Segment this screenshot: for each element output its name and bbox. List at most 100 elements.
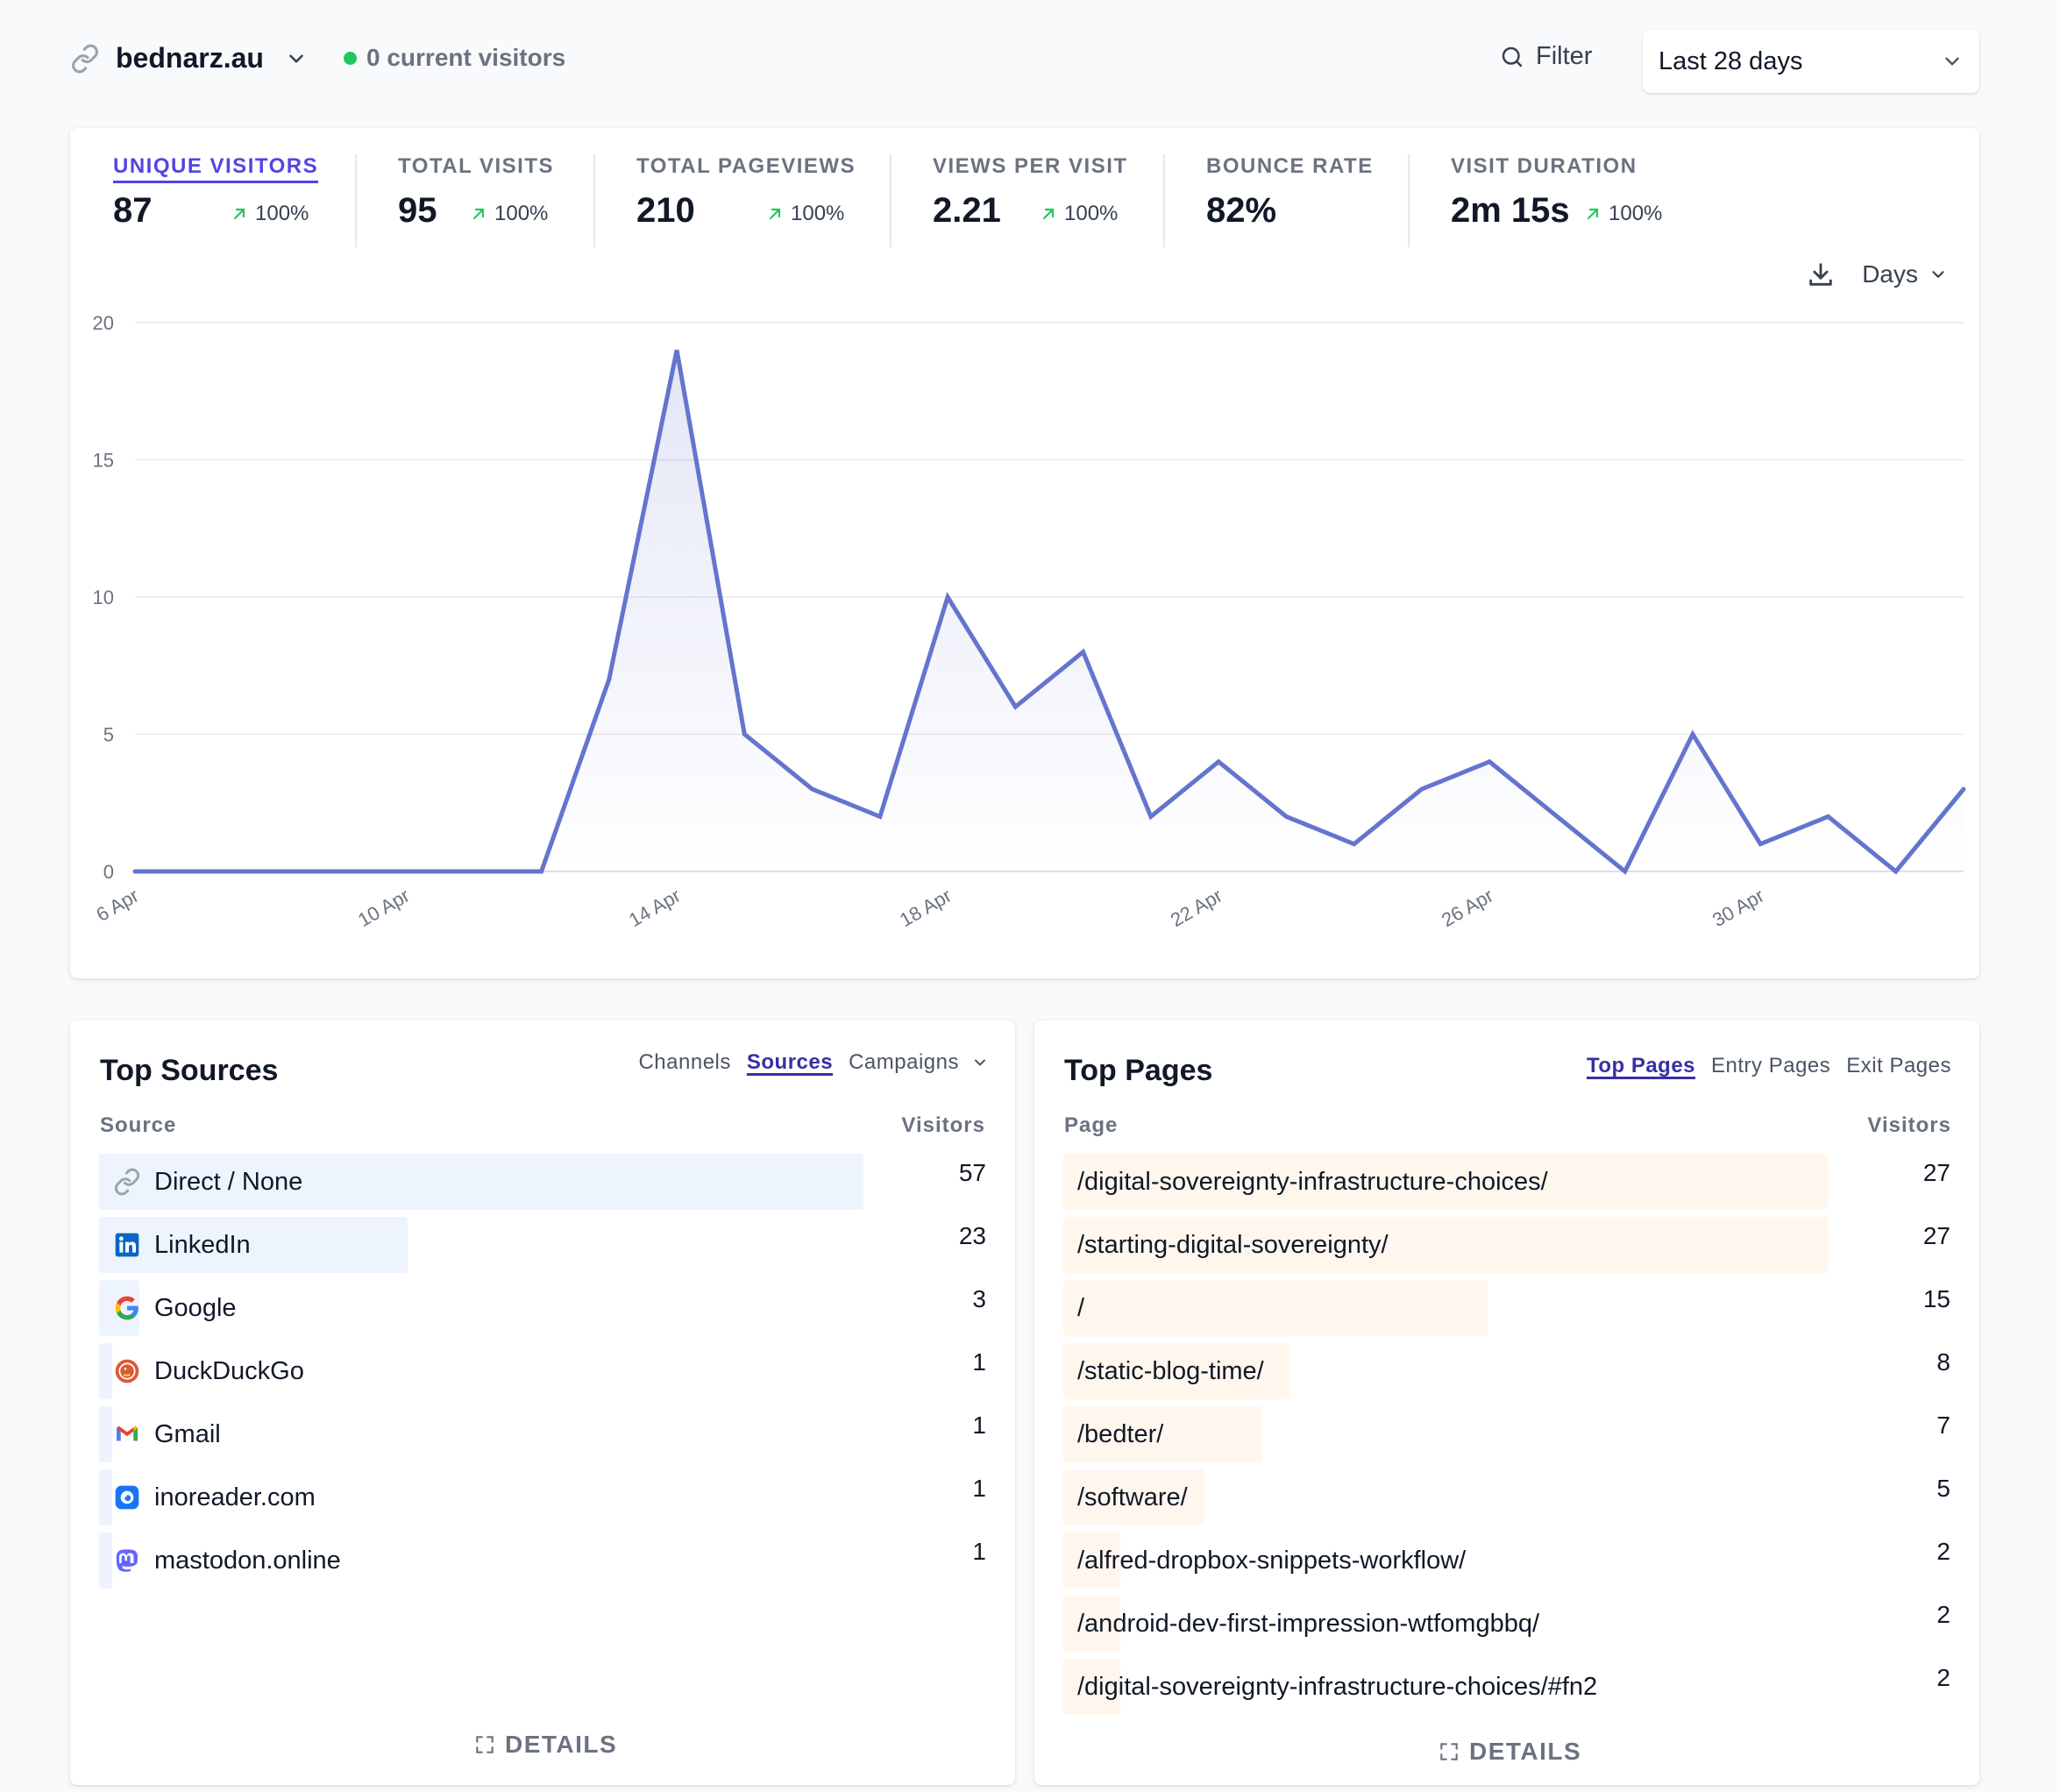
page-path: /digital-sovereignty-infrastructure-choi… <box>1077 1672 1598 1701</box>
x-tick-label: 10 Apr <box>354 885 414 931</box>
data-point[interactable] <box>673 346 680 353</box>
column-header-source: Source <box>100 1113 177 1137</box>
data-point[interactable] <box>1893 868 1900 875</box>
data-point[interactable] <box>1012 703 1019 710</box>
page-path: /static-blog-time/ <box>1077 1356 1264 1385</box>
source-name: inoreader.com <box>154 1483 316 1511</box>
row-content: DuckDuckGo <box>113 1343 304 1399</box>
expand-icon <box>476 1736 494 1753</box>
data-point[interactable] <box>1824 813 1831 820</box>
filter-label: Filter <box>1536 42 1593 70</box>
row-bar <box>99 1406 113 1462</box>
data-point[interactable] <box>1351 841 1358 848</box>
site-switcher[interactable]: bednarz.au <box>70 42 308 75</box>
data-point[interactable] <box>1689 731 1696 738</box>
row-bar <box>99 1343 113 1399</box>
data-point[interactable] <box>199 868 206 875</box>
date-range-select[interactable]: Last 28 days <box>1643 30 1979 93</box>
data-point[interactable] <box>1215 758 1222 765</box>
row-bar <box>1063 1154 1828 1210</box>
metric-bounce-rate[interactable]: BOUNCE RATE 82% <box>1206 154 1382 247</box>
download-icon[interactable] <box>1806 260 1836 289</box>
row-bar <box>1063 1659 1120 1715</box>
metric-total-pageviews[interactable]: TOTAL PAGEVIEWS 210 100% <box>636 154 855 247</box>
row-content: Gmail <box>113 1406 221 1462</box>
x-tick-label: 14 Apr <box>625 885 685 931</box>
arrow-up-right-icon <box>769 208 781 220</box>
metric-label: UNIQUE VISITORS <box>113 154 319 183</box>
data-point[interactable] <box>1418 786 1425 793</box>
data-point[interactable] <box>1282 813 1289 820</box>
metric-change-value: 100% <box>494 202 549 225</box>
metric-visit-duration[interactable]: VISIT DURATION 2m 15s 100% <box>1451 154 1679 247</box>
current-visitors-label: 0 current visitors <box>366 44 566 71</box>
metric-divider <box>593 154 595 247</box>
data-point[interactable] <box>1080 649 1087 656</box>
metric-views-per-visit[interactable]: VIEWS PER VISIT 2.21 100% <box>933 154 1143 247</box>
source-name: mastodon.online <box>154 1546 341 1575</box>
metric-change: 100% <box>1038 202 1118 226</box>
metric-total-visits[interactable]: TOTAL VISITS 95 100% <box>398 154 591 247</box>
data-point[interactable] <box>470 868 477 875</box>
row-content: LinkedIn <box>113 1217 251 1273</box>
duckduckgo-icon <box>115 1359 139 1383</box>
top-bar: bednarz.au 0 current visitors Filter Las… <box>70 30 1979 93</box>
data-point[interactable] <box>606 676 613 683</box>
data-point[interactable] <box>741 731 748 738</box>
row-bar <box>99 1532 113 1589</box>
tab-top-pages[interactable]: Top Pages <box>1586 1054 1696 1077</box>
data-point[interactable] <box>267 868 274 875</box>
chevron-down-icon[interactable] <box>971 1054 989 1071</box>
row-bar <box>99 1217 408 1273</box>
interval-select[interactable]: Days <box>1862 260 1948 288</box>
data-point[interactable] <box>944 594 951 601</box>
data-point[interactable] <box>1757 841 1764 848</box>
metric-value: 87 <box>113 191 153 230</box>
data-point[interactable] <box>877 813 884 820</box>
main-graph-card: UNIQUE VISITORS 87 100% TOTAL VISITS 95 … <box>70 128 1979 978</box>
search-icon <box>1502 46 1523 67</box>
data-point[interactable] <box>1147 813 1154 820</box>
metric-value: 2m 15s <box>1451 191 1570 230</box>
data-point[interactable] <box>1486 758 1493 765</box>
row-content: /starting-digital-sovereignty/ <box>1077 1217 1389 1273</box>
arrow-up-right-icon <box>1042 208 1055 220</box>
interval-label: Days <box>1862 260 1918 288</box>
row-bar <box>99 1154 863 1210</box>
metric-divider <box>1408 154 1410 247</box>
data-point[interactable] <box>335 868 342 875</box>
metric-label: VISIT DURATION <box>1451 154 1637 178</box>
column-header-visitors: Visitors <box>1867 1113 1951 1137</box>
data-point[interactable] <box>538 868 545 875</box>
source-name: Google <box>154 1293 237 1322</box>
metric-change-value: 100% <box>791 202 845 225</box>
metric-change-value: 100% <box>1064 202 1119 225</box>
current-visitors[interactable]: 0 current visitors <box>344 44 565 72</box>
data-point[interactable] <box>402 868 409 875</box>
tab-sources[interactable]: Sources <box>746 1050 834 1074</box>
metric-label: VIEWS PER VISIT <box>933 154 1128 178</box>
linkedin-icon <box>115 1233 139 1257</box>
tab-exit-pages[interactable]: Exit Pages <box>1846 1054 1951 1077</box>
visitor-count: 27 <box>1922 1159 1950 1186</box>
x-tick-label: 22 Apr <box>1167 885 1226 931</box>
data-point[interactable] <box>809 786 816 793</box>
sources-details-button[interactable]: DETAILS <box>473 1731 617 1759</box>
y-tick-label: 5 <box>103 724 114 746</box>
row-content: /digital-sovereignty-infrastructure-choi… <box>1077 1154 1548 1210</box>
data-point[interactable] <box>131 868 139 875</box>
tab-channels[interactable]: Channels <box>638 1050 731 1074</box>
x-tick-label: 6 Apr <box>93 885 143 926</box>
metric-unique-visitors[interactable]: UNIQUE VISITORS 87 100% <box>113 154 319 247</box>
data-point[interactable] <box>1553 813 1560 820</box>
data-point[interactable] <box>1622 868 1629 875</box>
chart-controls: Days <box>1806 260 1948 289</box>
filter-button[interactable]: Filter <box>1499 42 1592 71</box>
tab-campaigns[interactable]: Campaigns <box>849 1050 959 1075</box>
pages-details-button[interactable]: DETAILS <box>1438 1738 1581 1766</box>
page-path: /software/ <box>1077 1483 1188 1511</box>
data-point[interactable] <box>1960 786 1967 793</box>
row-content: /digital-sovereignty-infrastructure-choi… <box>1077 1659 1597 1715</box>
tab-entry-pages[interactable]: Entry Pages <box>1711 1054 1831 1077</box>
visitors-chart[interactable]: 0 5 10 15 20 6 Apr 10 Apr 14 Apr 18 Apr 22 Apr 26 … <box>70 128 1979 978</box>
